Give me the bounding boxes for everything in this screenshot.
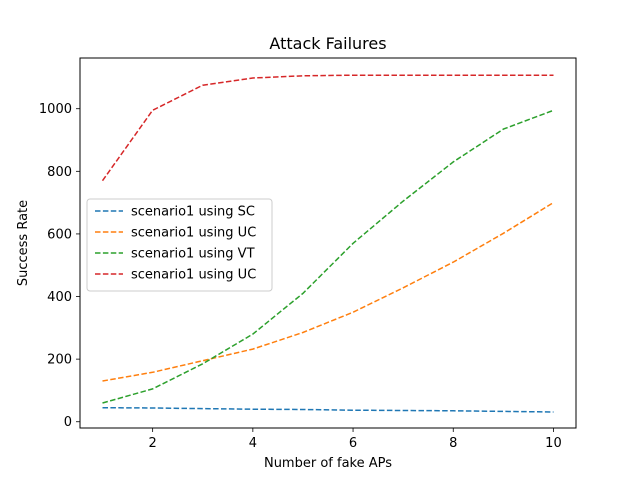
series-line-4 xyxy=(101,74,554,182)
x-tick-label: 2 xyxy=(149,436,157,451)
y-tick-label: 200 xyxy=(47,353,72,368)
x-tick-label: 4 xyxy=(249,436,257,451)
legend-label-3: scenario1 using VT xyxy=(131,247,255,262)
y-tick-label: 1000 xyxy=(39,102,72,117)
series-line-2 xyxy=(102,201,554,382)
y-axis-ticks: 0 200 400 600 800 1000 xyxy=(39,102,80,430)
x-axis-label: Number of fake APs xyxy=(264,456,392,471)
legend-label-4: scenario1 using UC xyxy=(131,268,256,283)
x-tick-label: 6 xyxy=(349,436,357,451)
y-tick-label: 600 xyxy=(47,227,72,242)
legend: scenario1 using SC scenario1 using UC scen… xyxy=(86,198,273,292)
series-lines xyxy=(101,74,554,413)
plot-frame xyxy=(79,57,577,429)
y-tick-label: 400 xyxy=(47,290,72,305)
legend-label-1: scenario1 using SC xyxy=(131,205,255,220)
y-axis-label: Success Rate xyxy=(16,200,31,286)
y-tick-label: 0 xyxy=(64,415,72,430)
series-line-3 xyxy=(102,109,554,404)
x-axis-ticks: 2 4 6 8 10 xyxy=(149,428,562,451)
y-tick-label: 800 xyxy=(47,165,72,180)
legend-label-2: scenario1 using UC xyxy=(131,226,256,241)
legend-box xyxy=(86,198,273,292)
series-line-1 xyxy=(102,406,554,413)
x-tick-label: 10 xyxy=(545,436,562,451)
chart-title: Attack Failures xyxy=(269,34,386,53)
x-tick-label: 8 xyxy=(449,436,457,451)
